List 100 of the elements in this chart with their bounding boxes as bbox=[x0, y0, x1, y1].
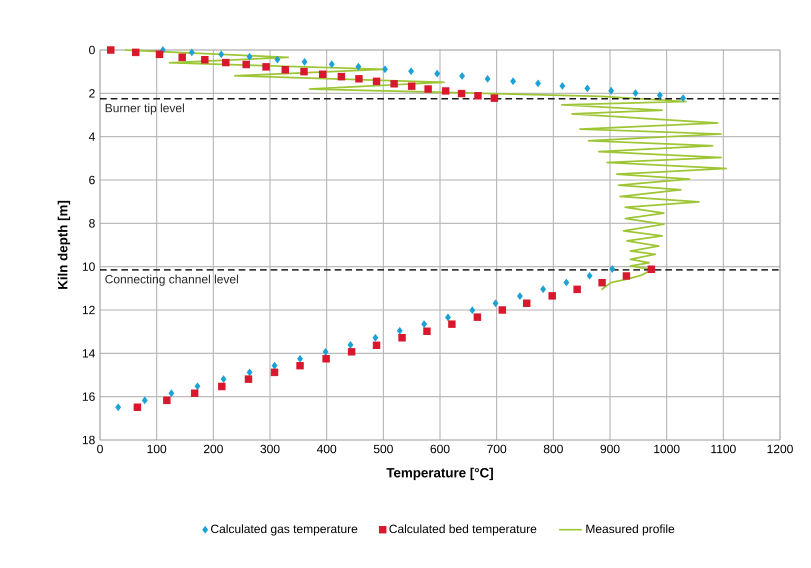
x-tick-label: 1000 bbox=[654, 444, 680, 454]
point bbox=[156, 50, 164, 58]
point bbox=[424, 85, 432, 93]
point bbox=[262, 63, 270, 71]
x-tick-label: 300 bbox=[260, 444, 280, 454]
point bbox=[218, 382, 226, 390]
ref-line-label: Connecting channel level bbox=[105, 274, 238, 286]
point bbox=[622, 272, 630, 280]
point bbox=[338, 72, 346, 80]
point bbox=[297, 355, 303, 362]
point bbox=[115, 404, 122, 412]
point bbox=[372, 334, 378, 342]
point bbox=[134, 404, 142, 412]
point bbox=[355, 75, 363, 83]
point bbox=[498, 306, 506, 314]
point bbox=[632, 89, 638, 97]
point bbox=[396, 327, 403, 335]
point bbox=[382, 66, 388, 74]
point bbox=[107, 46, 115, 54]
point bbox=[272, 362, 278, 370]
point bbox=[296, 362, 304, 370]
point bbox=[469, 306, 476, 314]
point bbox=[390, 80, 398, 88]
point bbox=[220, 375, 226, 383]
point bbox=[246, 52, 252, 60]
point bbox=[318, 70, 326, 78]
point bbox=[648, 266, 656, 273]
point bbox=[540, 285, 546, 293]
point bbox=[242, 60, 250, 68]
y-tick-label: 2 bbox=[89, 89, 95, 98]
y-tick-label: 18 bbox=[82, 436, 95, 444]
point bbox=[448, 320, 456, 328]
x-tick-label: 500 bbox=[374, 444, 393, 454]
point bbox=[244, 375, 252, 383]
point bbox=[372, 78, 380, 86]
y-tick-label: 10 bbox=[82, 262, 95, 271]
y-tick-label: 16 bbox=[82, 392, 95, 401]
point bbox=[474, 313, 482, 321]
x-tick-label: 100 bbox=[148, 444, 166, 454]
x-tick-label: 0 bbox=[97, 444, 103, 454]
point bbox=[372, 342, 380, 350]
point bbox=[328, 60, 335, 68]
point bbox=[201, 56, 209, 64]
point bbox=[194, 382, 200, 390]
x-tick-label: 800 bbox=[544, 444, 563, 454]
point bbox=[218, 50, 224, 58]
point bbox=[484, 75, 490, 83]
y-tick-label: 14 bbox=[82, 349, 95, 358]
point bbox=[408, 67, 414, 75]
point bbox=[356, 62, 362, 70]
point bbox=[608, 86, 614, 94]
point bbox=[163, 396, 171, 404]
point bbox=[408, 82, 416, 90]
point bbox=[348, 341, 354, 349]
x-tick-label: 600 bbox=[430, 444, 450, 454]
point bbox=[459, 72, 465, 80]
point bbox=[246, 368, 252, 376]
y-tick-label: 0 bbox=[89, 46, 95, 54]
point bbox=[492, 300, 498, 308]
x-tick-label: 1200 bbox=[768, 444, 793, 454]
x-tick-label: 200 bbox=[204, 444, 223, 454]
point bbox=[434, 70, 440, 78]
point bbox=[282, 66, 290, 74]
x-axis-title: Temperature [°C] bbox=[386, 468, 493, 480]
point bbox=[222, 58, 230, 66]
point bbox=[190, 389, 198, 397]
point bbox=[132, 48, 140, 56]
point bbox=[445, 314, 451, 322]
point bbox=[563, 278, 570, 286]
point bbox=[398, 334, 406, 342]
point bbox=[142, 396, 148, 404]
point bbox=[458, 90, 466, 98]
point bbox=[573, 286, 581, 294]
x-tick-label: 700 bbox=[487, 444, 506, 454]
point bbox=[517, 292, 523, 300]
point bbox=[584, 84, 590, 92]
y-tick-label: 8 bbox=[89, 219, 95, 228]
point bbox=[442, 87, 450, 95]
legend-label: Calculated bed temperature bbox=[389, 524, 536, 536]
point bbox=[680, 94, 686, 102]
point bbox=[274, 56, 280, 64]
point bbox=[423, 327, 431, 335]
point bbox=[490, 94, 498, 102]
point bbox=[188, 48, 195, 56]
x-tick-label: 900 bbox=[600, 444, 620, 454]
point bbox=[348, 348, 356, 356]
point bbox=[302, 58, 308, 66]
x-tick-label: 1100 bbox=[711, 444, 736, 454]
y-tick-label: 6 bbox=[89, 176, 95, 184]
legend-label: Calculated gas temperature bbox=[211, 524, 358, 536]
ref-line-label: Burner tip level bbox=[106, 103, 184, 115]
point bbox=[474, 92, 482, 100]
point bbox=[560, 82, 566, 90]
point bbox=[270, 368, 278, 376]
point bbox=[168, 389, 174, 397]
y-tick-label: 4 bbox=[88, 132, 95, 141]
point bbox=[656, 92, 663, 100]
point bbox=[548, 292, 556, 300]
y-tick-label: 12 bbox=[82, 306, 95, 314]
point bbox=[178, 54, 186, 62]
